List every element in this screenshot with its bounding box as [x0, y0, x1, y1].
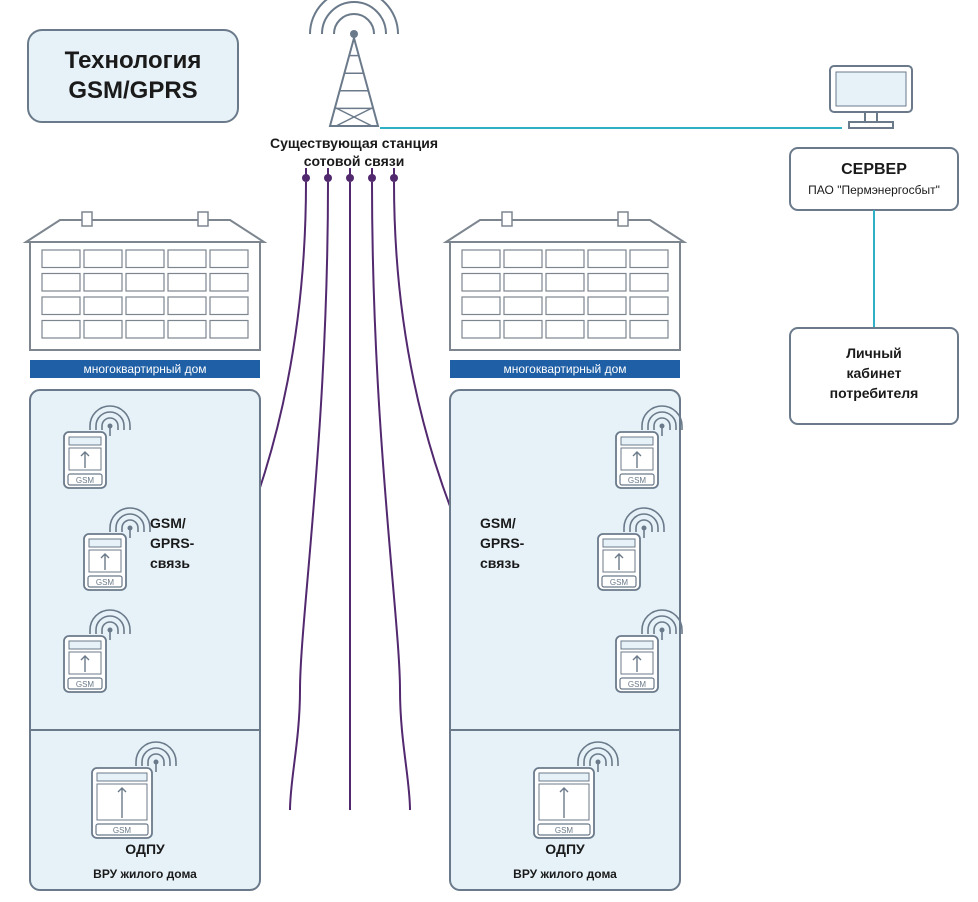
svg-text:потребителя: потребителя — [830, 385, 919, 401]
svg-text:связь: связь — [480, 555, 520, 571]
svg-text:GSM/: GSM/ — [150, 515, 186, 531]
svg-text:ВРУ жилого дома: ВРУ жилого дома — [513, 867, 617, 881]
title-box — [28, 30, 238, 122]
svg-text:GSM: GSM — [555, 826, 574, 835]
svg-text:GSM: GSM — [96, 578, 115, 587]
svg-text:GPRS-: GPRS- — [150, 535, 195, 551]
server-box — [790, 148, 958, 210]
svg-text:связь: связь — [150, 555, 190, 571]
svg-text:GPRS-: GPRS- — [480, 535, 525, 551]
svg-text:Существующая станция: Существующая станция — [270, 135, 438, 151]
building-icon — [26, 212, 264, 350]
svg-text:GSM: GSM — [76, 680, 95, 689]
svg-text:многоквартирный дом: многоквартирный дом — [84, 362, 207, 376]
svg-text:многоквартирный дом: многоквартирный дом — [504, 362, 627, 376]
svg-text:GSM: GSM — [610, 578, 629, 587]
svg-text:СЕРВЕР: СЕРВЕР — [841, 161, 907, 178]
svg-text:GSM: GSM — [628, 680, 647, 689]
svg-text:GSM: GSM — [113, 826, 132, 835]
svg-text:GSM/: GSM/ — [480, 515, 516, 531]
svg-text:ОДПУ: ОДПУ — [545, 841, 585, 857]
svg-text:GSM: GSM — [628, 476, 647, 485]
svg-text:кабинет: кабинет — [847, 365, 902, 381]
svg-text:GSM: GSM — [76, 476, 95, 485]
svg-text:ВРУ жилого дома: ВРУ жилого дома — [93, 867, 197, 881]
svg-text:сотовой связи: сотовой связи — [304, 153, 405, 169]
svg-text:Технология: Технология — [65, 47, 202, 74]
building-icon — [446, 212, 684, 350]
svg-text:ОДПУ: ОДПУ — [125, 841, 165, 857]
svg-text:Личный: Личный — [846, 345, 902, 361]
svg-text:ПАО "Пермэнергосбыт": ПАО "Пермэнергосбыт" — [808, 183, 940, 197]
svg-text:GSM/GPRS: GSM/GPRS — [68, 77, 197, 104]
